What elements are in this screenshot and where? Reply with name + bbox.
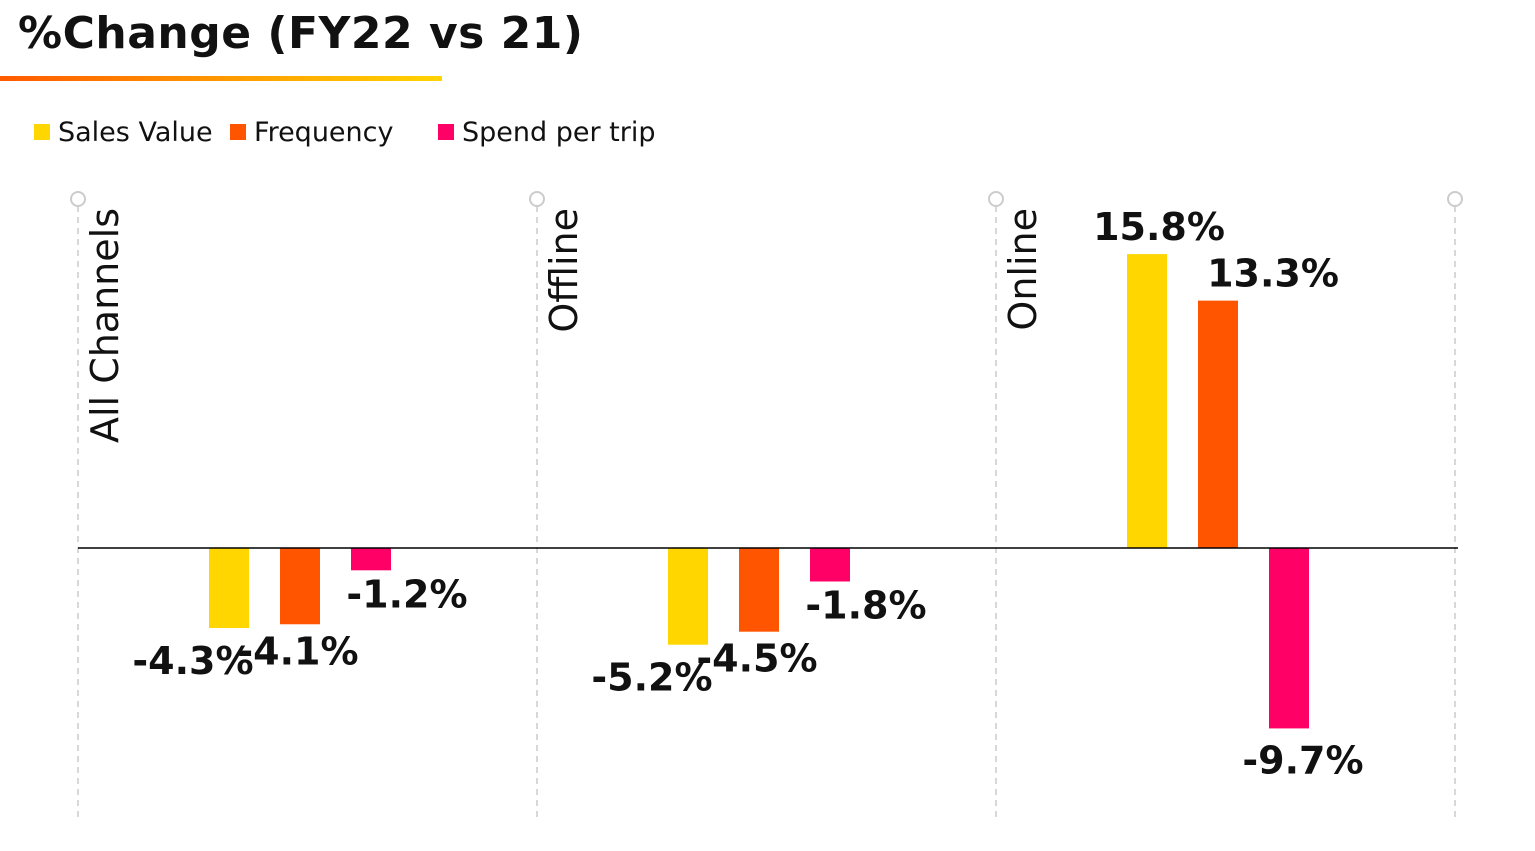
data-label-spend-per-trip-offline: -1.8%: [805, 583, 926, 627]
bar-spend-per-trip-online: [1269, 548, 1309, 729]
bar-frequency-all-channels: [280, 548, 320, 625]
panel-marker-1: [529, 191, 545, 207]
legend-label-frequency: Frequency: [254, 116, 394, 148]
legend-swatch-spend-per-trip: [438, 124, 454, 140]
legend-item-spend-per-trip: Spend per trip: [438, 112, 655, 152]
legend-label-spend-per-trip: Spend per trip: [462, 116, 656, 148]
data-label-frequency-online: 13.3%: [1207, 252, 1339, 296]
data-label-frequency-offline: -4.5%: [696, 637, 817, 681]
category-label-online: Online: [1001, 208, 1045, 331]
panel-marker-2: [988, 191, 1004, 207]
bar-sales-value-all-channels: [209, 548, 249, 628]
bar-sales-value-offline: [668, 548, 708, 645]
legend-item-frequency: Frequency: [230, 112, 393, 152]
data-label-frequency-all-channels: -4.1%: [237, 629, 358, 673]
bar-spend-per-trip-all-channels: [351, 548, 391, 571]
data-label-spend-per-trip-all-channels: -1.2%: [346, 572, 467, 616]
legend-swatch-frequency: [230, 124, 246, 140]
chart-title: %Change (FY22 vs 21): [18, 8, 584, 59]
bar-spend-per-trip-offline: [810, 548, 850, 582]
legend-swatch-sales-value: [34, 124, 50, 140]
category-label-all-channels: All Channels: [83, 208, 127, 443]
bar-sales-value-online: [1127, 254, 1167, 548]
bar-frequency-online: [1198, 300, 1238, 548]
data-label-spend-per-trip-online: -9.7%: [1242, 738, 1363, 782]
legend-item-sales-value: Sales Value: [34, 112, 213, 152]
panel-marker-3: [1447, 191, 1463, 207]
legend-label-sales-value: Sales Value: [58, 116, 213, 148]
data-label-sales-value-all-channels: -4.3%: [132, 639, 253, 683]
data-label-sales-value-online: 15.8%: [1093, 205, 1225, 249]
title-underline: [0, 76, 442, 81]
category-label-offline: Offline: [542, 208, 586, 333]
panel-marker-0: [70, 191, 86, 207]
bar-frequency-offline: [739, 548, 779, 632]
data-label-sales-value-offline: -5.2%: [591, 656, 712, 700]
